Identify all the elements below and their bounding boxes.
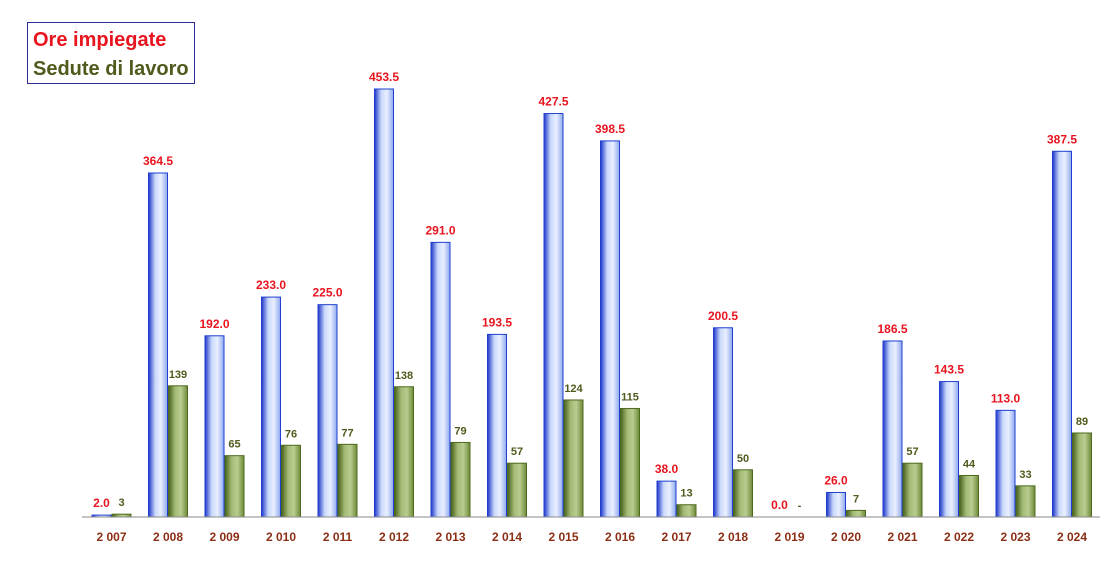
bar-ore-impiegate-2-015 (543, 113, 564, 518)
bar-ore-impiegate-2-024 (1052, 150, 1072, 518)
x-tick-label-2-023: 2 023 (1000, 530, 1030, 544)
x-tick-label-2-012: 2 012 (379, 530, 409, 544)
bar-sedute-di-lavoro-2-016 (620, 407, 640, 518)
bar-sedute-di-lavoro-2-018 (733, 469, 753, 518)
data-label-sedute-di-lavoro-2-008: 139 (169, 369, 187, 381)
data-label-sedute-di-lavoro-2-020: 7 (853, 493, 859, 505)
x-tick-label-2-018: 2 018 (718, 530, 748, 544)
data-label-sedute-di-lavoro-2-019: - (798, 500, 802, 512)
bar-ore-impiegate-2-016 (600, 140, 620, 518)
bar-sedute-di-lavoro-2-023 (1015, 485, 1036, 518)
data-label-ore-impiegate-2-022: 143.5 (934, 363, 964, 377)
x-tick-label-2-024: 2 024 (1057, 530, 1087, 544)
x-tick-label-2-009: 2 009 (209, 530, 239, 544)
x-tick-label-2-019: 2 019 (774, 530, 804, 544)
legend: Ore impiegate Sedute di lavoro (27, 22, 195, 84)
bar-ore-impiegate-2-008 (148, 172, 168, 518)
data-label-ore-impiegate-2-019: 0.0 (771, 498, 788, 512)
data-label-sedute-di-lavoro-2-010: 76 (285, 428, 297, 440)
data-label-sedute-di-lavoro-2-023: 33 (1019, 469, 1031, 481)
data-label-sedute-di-lavoro-2-011: 77 (341, 427, 353, 439)
bar-sedute-di-lavoro-2-017 (676, 504, 697, 518)
data-label-sedute-di-lavoro-2-009: 65 (228, 439, 240, 451)
x-tick-label-2-021: 2 021 (887, 530, 917, 544)
bar-sedute-di-lavoro-2-008 (168, 385, 188, 518)
x-tick-label-2-011: 2 011 (323, 530, 353, 544)
x-tick-label-2-016: 2 016 (605, 530, 635, 544)
bar-ore-impiegate-2-017 (656, 480, 677, 518)
bar-ore-impiegate-2-010 (261, 296, 281, 518)
x-tick-label-2-022: 2 022 (944, 530, 974, 544)
data-label-sedute-di-lavoro-2-021: 57 (906, 446, 918, 458)
bar-sedute-di-lavoro-2-010 (281, 444, 301, 518)
data-label-sedute-di-lavoro-2-012: 138 (395, 370, 413, 382)
bar-ore-impiegate-2-022 (939, 381, 959, 518)
data-label-ore-impiegate-2-011: 225.0 (312, 286, 342, 300)
data-label-sedute-di-lavoro-2-016: 115 (621, 391, 639, 403)
x-tick-label-2-020: 2 020 (831, 530, 861, 544)
data-label-ore-impiegate-2-013: 291.0 (425, 223, 455, 237)
data-label-ore-impiegate-2-015: 427.5 (538, 95, 568, 109)
bar-sedute-di-lavoro-2-020 (846, 509, 866, 518)
bar-ore-impiegate-2-011 (317, 304, 338, 518)
data-label-ore-impiegate-2-008: 364.5 (143, 154, 173, 168)
bar-ore-impiegate-2-014 (487, 333, 507, 518)
data-label-sedute-di-lavoro-2-022: 44 (963, 458, 976, 470)
bar-ore-impiegate-2-009 (204, 335, 225, 518)
x-tick-label-2-014: 2 014 (492, 530, 522, 544)
bar-ore-impiegate-2-023 (995, 409, 1016, 518)
bar-sedute-di-lavoro-2-021 (902, 462, 923, 518)
data-label-sedute-di-lavoro-2-017: 13 (680, 488, 692, 500)
data-label-ore-impiegate-2-014: 193.5 (482, 315, 512, 329)
data-label-ore-impiegate-2-023: 113.0 (991, 391, 1021, 405)
bar-sedute-di-lavoro-2-011 (337, 443, 358, 518)
data-label-ore-impiegate-2-012: 453.5 (369, 70, 399, 84)
x-tick-label-2-015: 2 015 (548, 530, 578, 544)
bar-ore-impiegate-2-020 (826, 491, 846, 518)
data-label-ore-impiegate-2-016: 398.5 (595, 122, 625, 136)
data-label-sedute-di-lavoro-2-018: 50 (737, 453, 749, 465)
x-tick-label-2-013: 2 013 (435, 530, 465, 544)
bar-sedute-di-lavoro-2-022 (959, 474, 979, 518)
legend-item-sedute-di-lavoro: Sedute di lavoro (33, 58, 189, 80)
data-label-ore-impiegate-2-009: 192.0 (199, 317, 229, 331)
data-label-sedute-di-lavoro-2-024: 89 (1076, 416, 1088, 428)
bar-ore-impiegate-2-021 (882, 340, 903, 518)
x-tick-label-2-017: 2 017 (661, 530, 691, 544)
bar-sedute-di-lavoro-2-013 (450, 441, 471, 518)
data-label-ore-impiegate-2-017: 38.0 (655, 462, 679, 476)
bar-sedute-di-lavoro-2-009 (224, 455, 245, 518)
data-label-ore-impiegate-2-010: 233.0 (256, 278, 286, 292)
bar-sedute-di-lavoro-2-024 (1072, 432, 1092, 518)
data-label-sedute-di-lavoro-2-014: 57 (511, 446, 523, 458)
data-label-ore-impiegate-2-018: 200.5 (708, 309, 738, 323)
data-label-sedute-di-lavoro-2-007: 3 (118, 497, 124, 509)
bar-sedute-di-lavoro-2-012 (394, 386, 414, 518)
x-tick-label-2-010: 2 010 (266, 530, 296, 544)
bar-ore-impiegate-2-013 (430, 241, 451, 518)
x-tick-label-2-007: 2 007 (96, 530, 126, 544)
data-label-ore-impiegate-2-021: 186.5 (877, 322, 907, 336)
x-tick-label-2-008: 2 008 (153, 530, 183, 544)
data-label-ore-impiegate-2-020: 26.0 (824, 473, 848, 487)
legend-item-ore-impiegate: Ore impiegate (33, 29, 167, 51)
data-label-ore-impiegate-2-024: 387.5 (1047, 132, 1077, 146)
bar-ore-impiegate-2-012 (374, 88, 394, 518)
bar-ore-impiegate-2-018 (713, 327, 733, 518)
data-label-sedute-di-lavoro-2-013: 79 (454, 425, 466, 437)
data-label-sedute-di-lavoro-2-015: 124 (564, 383, 583, 395)
bar-sedute-di-lavoro-2-014 (507, 462, 527, 518)
bar-sedute-di-lavoro-2-015 (563, 399, 584, 518)
data-label-ore-impiegate-2-007: 2.0 (93, 496, 110, 510)
